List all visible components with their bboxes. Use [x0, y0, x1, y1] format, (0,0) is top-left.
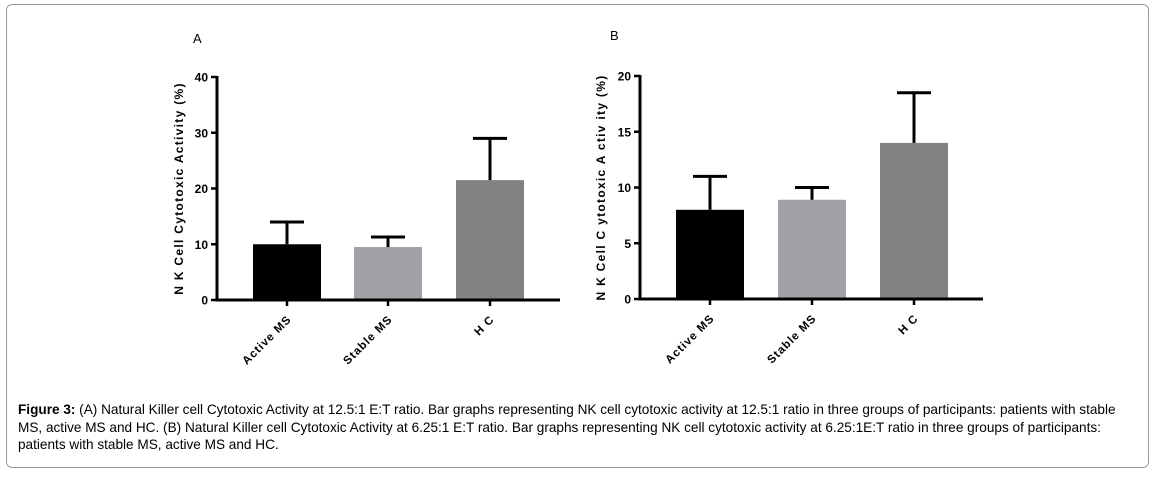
- x-tick-label: H C: [897, 313, 922, 338]
- figure-frame: [6, 4, 1149, 468]
- chart-panel-b: B 0 5 10 15 20 Active MS Stable MS H C N K Cell C…: [594, 28, 983, 366]
- y-axis-title: N K Cell C ytotoxic A ctiv ity (%): [594, 74, 608, 300]
- caption-label: Figure 3:: [18, 402, 76, 417]
- y-tick-label: 5: [624, 237, 631, 251]
- y-tick-label: 40: [195, 71, 209, 85]
- y-tick-label: 0: [624, 293, 631, 307]
- x-tick-label: Active MS: [240, 314, 294, 368]
- caption-text: (A) Natural Killer cell Cytotoxic Activi…: [18, 402, 1116, 452]
- x-tick-label: Stable MS: [341, 314, 395, 368]
- y-tick-label: 15: [618, 125, 632, 139]
- x-tick-label: H C: [473, 314, 498, 339]
- y-tick-label: 30: [195, 126, 209, 140]
- y-tick-label: 10: [195, 238, 209, 252]
- x-tick-label: Active MS: [663, 313, 717, 367]
- y-tick-label: 0: [201, 294, 208, 308]
- chart-panel-a: A 0 10 20 30 40 Active MS Stable MS H C N K Cell …: [172, 31, 560, 367]
- y-tick-label: 20: [195, 182, 209, 196]
- x-tick-label: Stable MS: [765, 313, 819, 367]
- figure-charts: A 0 10 20 30 40 Active MS Stable MS H C N K Cell …: [172, 28, 983, 367]
- y-tick-label: 10: [618, 181, 632, 195]
- bar: [456, 180, 524, 300]
- figure-caption: Figure 3: (A) Natural Killer cell Cytoto…: [18, 401, 1140, 454]
- bar: [778, 199, 846, 299]
- panel-label: B: [610, 28, 619, 43]
- panel-label: A: [193, 31, 202, 46]
- y-axis-title: N K Cell Cytotoxic Activity (%): [172, 82, 186, 295]
- y-tick-label: 20: [618, 70, 632, 84]
- bar: [676, 209, 744, 299]
- bar: [253, 244, 321, 300]
- bar: [880, 142, 948, 299]
- bar: [354, 247, 422, 300]
